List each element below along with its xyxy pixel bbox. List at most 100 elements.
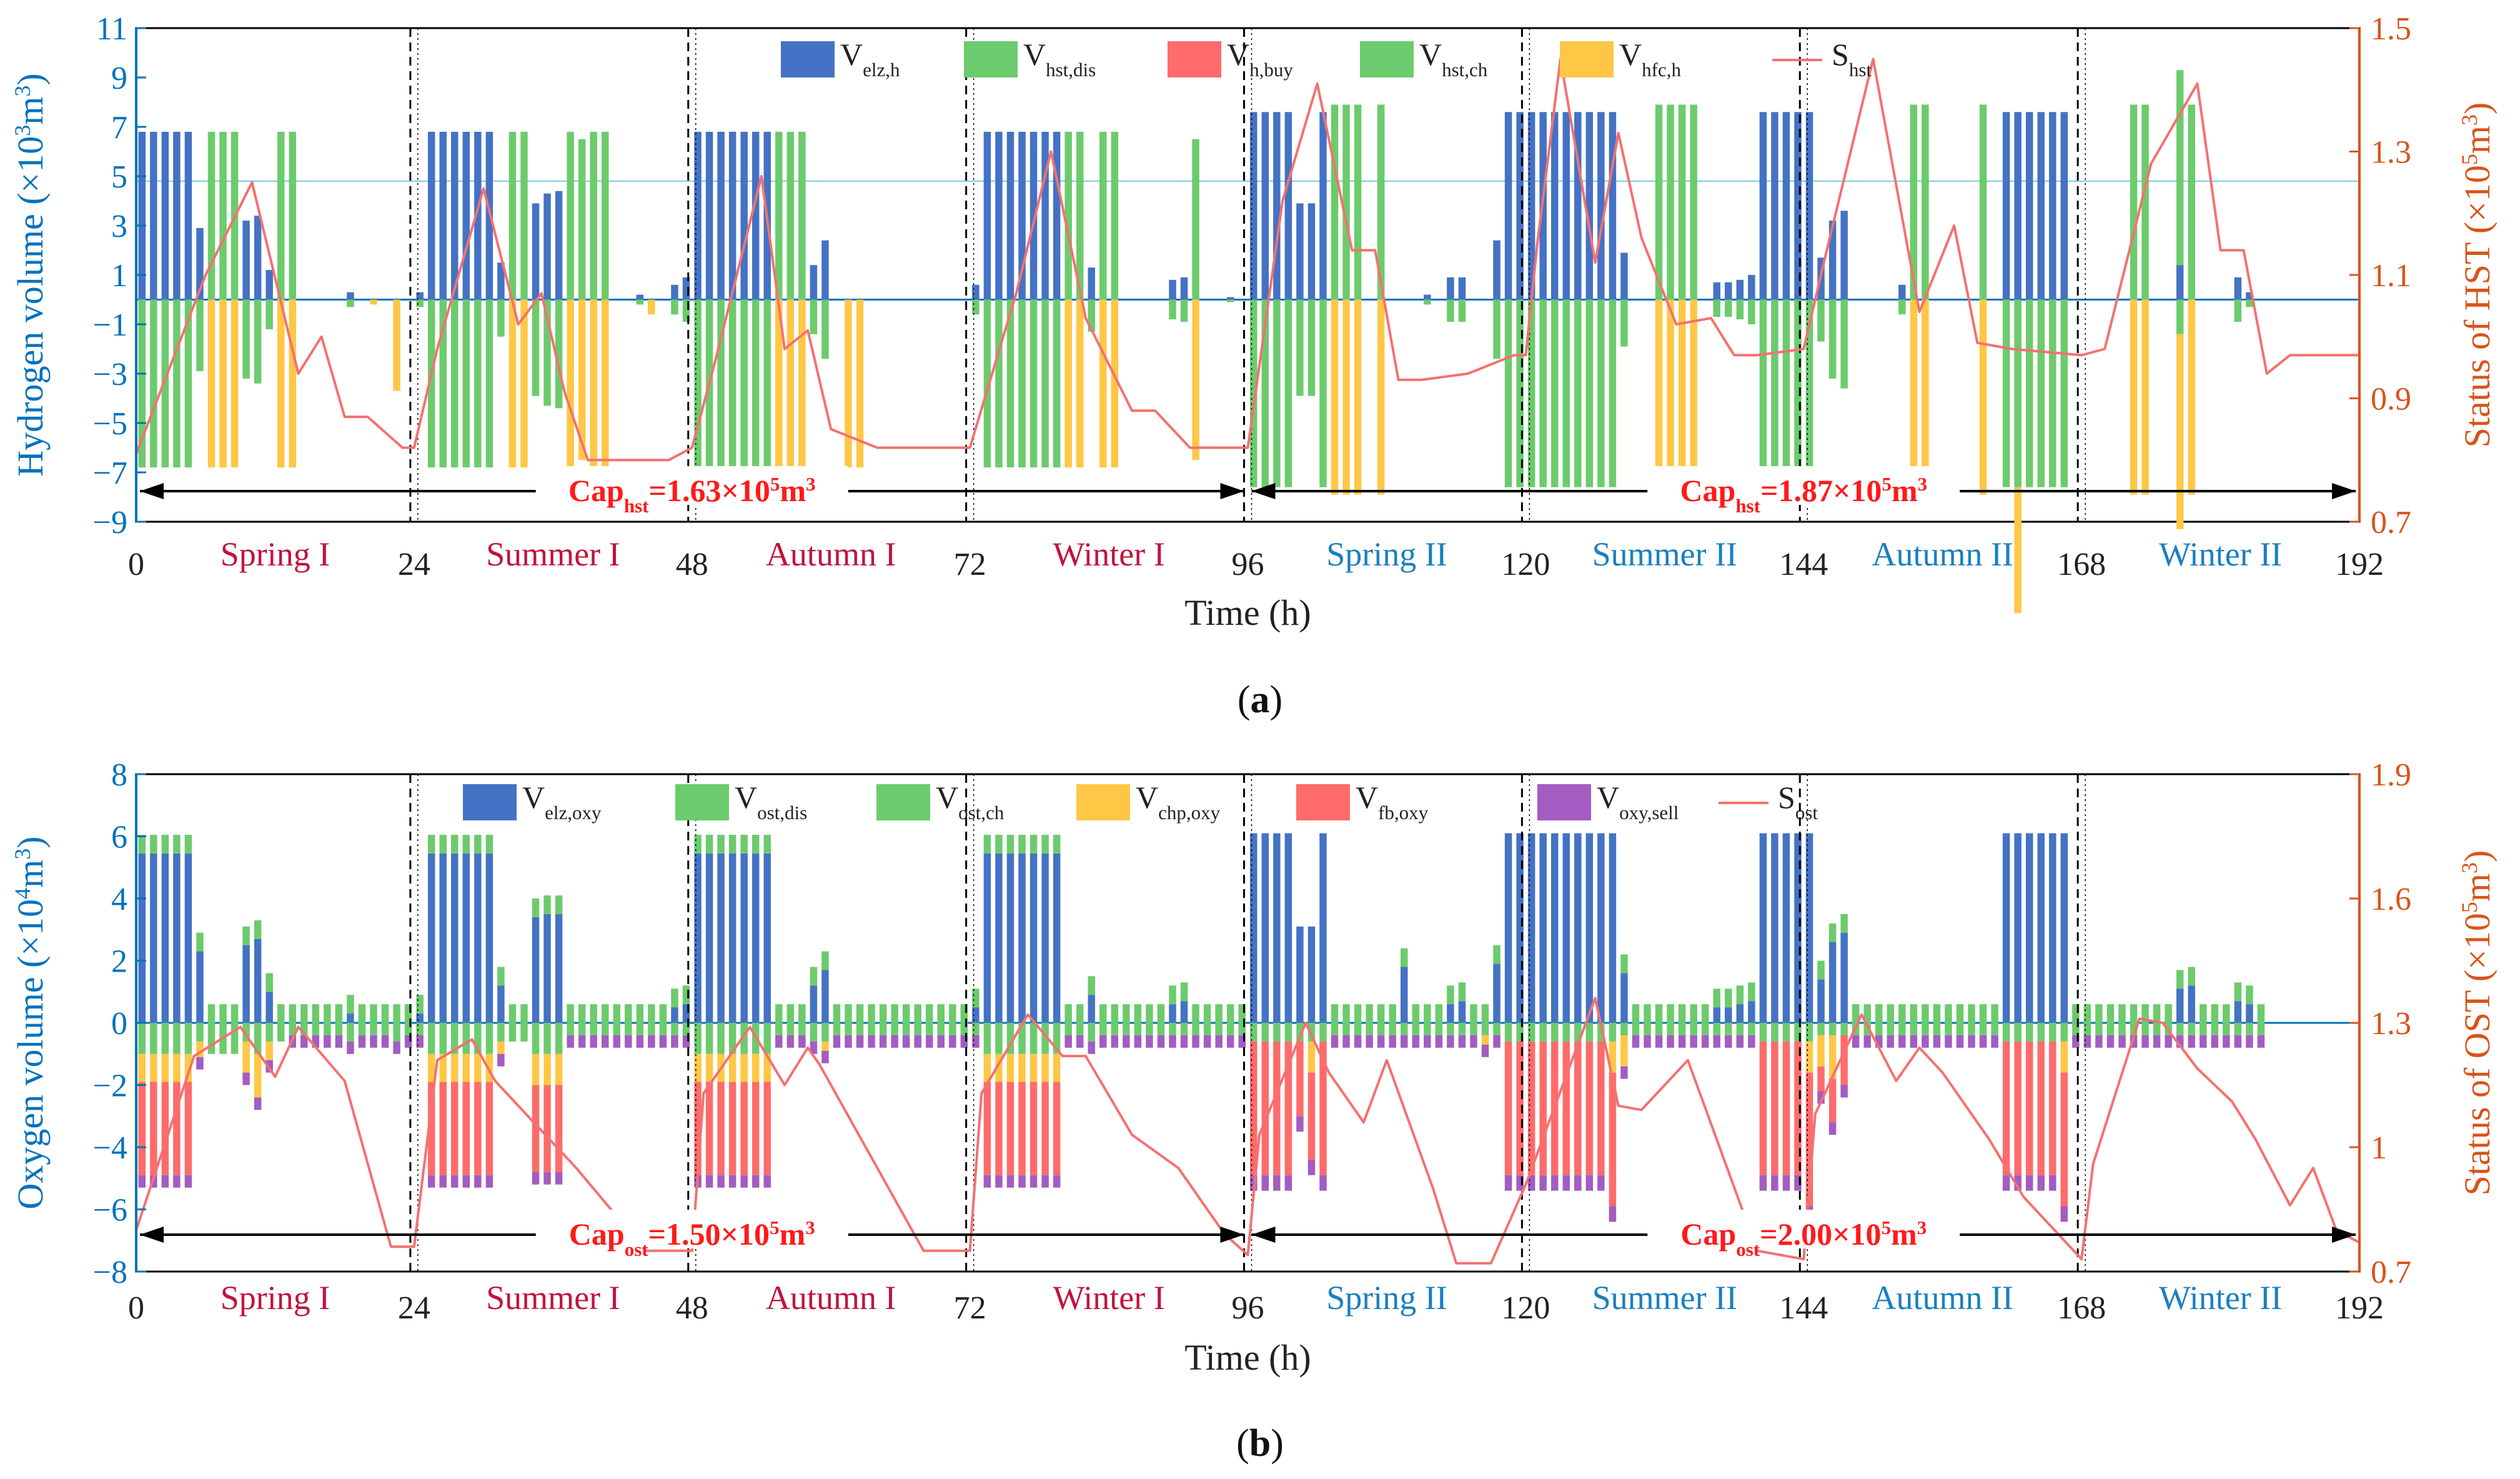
b-bar-Vchpoxy-0 xyxy=(138,1053,146,1082)
b-bar-Vfboxy-166 xyxy=(2060,1072,2068,1207)
b-y-tick-label-0: 0 xyxy=(111,1006,127,1042)
b-bar-Vfboxy-53 xyxy=(752,1082,760,1175)
b-bar-Voxysell-28 xyxy=(462,1175,470,1188)
a-y-tick-label--3: −3 xyxy=(93,357,127,392)
a-season-label-7: Winter II xyxy=(2159,535,2282,573)
b-bar-Vchpoxy-77 xyxy=(1029,1053,1038,1082)
a-bar-Vhstch-117 xyxy=(1493,299,1501,359)
b-bar-Vostch-73 xyxy=(983,835,991,854)
b-bar-Vostch-89 xyxy=(1169,985,1176,1005)
b-bar-Voxysell-99 xyxy=(1284,1175,1292,1191)
panel-a-status-line xyxy=(135,57,2359,462)
b-bar-Vostdis-98 xyxy=(1273,1023,1281,1042)
a-bar-Vhstch-73 xyxy=(983,299,991,468)
b-bar-Voxysell-23 xyxy=(404,1035,412,1048)
b-bar-Vostdis-135 xyxy=(1701,1023,1709,1035)
b-bar-Voxysell-129 xyxy=(1632,1035,1640,1048)
b-bar-Velzoxy-24 xyxy=(416,1013,424,1023)
b-bar-Vostdis-12 xyxy=(277,1023,285,1042)
b-bar-Voxysell-71 xyxy=(960,1035,968,1048)
b-bar-Vostdis-126 xyxy=(1597,1023,1605,1042)
b-bar-Vostch-107 xyxy=(1377,1004,1385,1023)
a-bar-Velzh-146 xyxy=(1828,221,1837,300)
b-bar-Vostdis-174 xyxy=(2153,1023,2161,1035)
b-bar-Vostch-0 xyxy=(138,835,146,854)
b-bar-Vostch-61 xyxy=(845,1004,852,1023)
a-bar-Vhstch-122 xyxy=(1550,299,1559,487)
b-bar-Vostch-66 xyxy=(902,1004,910,1023)
a-bar-Vhstch-166 xyxy=(2060,299,2068,487)
b-bar-Vostch-26 xyxy=(439,835,447,854)
b-bar-Vostdis-109 xyxy=(1400,1023,1408,1035)
b-bar-Vostdis-26 xyxy=(439,1023,447,1054)
b-bar-Voxysell-15 xyxy=(312,1035,320,1048)
b-bar-Vostdis-107 xyxy=(1377,1023,1385,1035)
b-season-label-7: Winter II xyxy=(2159,1279,2282,1317)
b-bar-Velzoxy-142 xyxy=(1782,833,1790,1023)
b-bar-Vostch-60 xyxy=(833,1004,841,1023)
b-y-tick-label-6: 6 xyxy=(111,820,127,855)
a-bar-Vhstch-78 xyxy=(1041,299,1049,468)
a-bar-Velzh-165 xyxy=(2049,112,2056,300)
b-bar-Voxysell-175 xyxy=(2165,1035,2172,1048)
b-bar-Vostch-131 xyxy=(1655,1004,1663,1023)
b-bar-Vostdis-57 xyxy=(798,1023,806,1035)
a-bar-Velzh-26 xyxy=(439,131,447,300)
a-bar-Vhstch-102 xyxy=(1319,299,1327,487)
a-bar-Velzh-117 xyxy=(1493,240,1501,300)
a-bar-Velzh-58 xyxy=(810,265,818,300)
b-bar-Vchpoxy-51 xyxy=(728,1053,737,1082)
b-bar-Vostch-160 xyxy=(1991,1004,1998,1023)
b-bar-Vostdis-8 xyxy=(231,1023,239,1054)
b-bar-Vostch-78 xyxy=(1041,835,1049,854)
a-bar-Vhstch-121 xyxy=(1539,299,1547,487)
a-season-label-4: Spring II xyxy=(1326,535,1447,573)
b-bar-Vostch-27 xyxy=(451,835,459,854)
b-bar-Vchpoxy-76 xyxy=(1018,1053,1026,1082)
b-bar-Vchpoxy-166 xyxy=(2060,1041,2068,1073)
a-bar-Vhstch-18 xyxy=(347,299,354,307)
b-bar-Velzoxy-113 xyxy=(1447,1004,1454,1023)
b-bar-Voxysell-49 xyxy=(705,1175,713,1188)
b-bar-Velzoxy-120 xyxy=(1527,833,1535,1023)
b-bar-Velzoxy-123 xyxy=(1562,833,1570,1023)
b-bar-Voxysell-58 xyxy=(810,1041,818,1054)
a-bar-Velzh-50 xyxy=(717,131,725,300)
b-bar-Vostdis-183 xyxy=(2257,1023,2265,1035)
a-bar-Vhstdis-172 xyxy=(2130,104,2138,300)
panel-b-capacity-annotations: Capost=1.50×105m3 Capost=2.00×105m3 xyxy=(140,1210,2356,1260)
b-bar-Voxysell-47 xyxy=(682,1035,690,1048)
a-bar-Velzh-113 xyxy=(1447,277,1454,300)
b-bar-Voxysell-16 xyxy=(324,1035,331,1048)
a-bar-Vhstch-100 xyxy=(1296,299,1304,396)
a-bar-Velzh-114 xyxy=(1458,277,1466,300)
b-bar-Voxysell-105 xyxy=(1354,1035,1362,1048)
b-bar-Vostch-85 xyxy=(1123,1004,1130,1023)
b-bar-Voxysell-98 xyxy=(1273,1175,1281,1191)
b-annot-text-0: Capost=1.50×105m3 xyxy=(569,1217,815,1260)
b-bar-Vostdis-127 xyxy=(1609,1023,1617,1042)
b-bar-Velzoxy-78 xyxy=(1041,853,1049,1023)
a-bar-Vhstch-181 xyxy=(2234,299,2242,322)
b-bar-Vostch-47 xyxy=(682,985,690,1005)
a-bar-Velzh-51 xyxy=(728,131,737,300)
b-bar-Vostch-75 xyxy=(1006,835,1014,854)
b-bar-Vostdis-97 xyxy=(1261,1023,1269,1042)
b-bar-Voxysell-25 xyxy=(427,1175,435,1188)
b-bar-Velzoxy-127 xyxy=(1609,833,1617,1023)
b-bar-Velzoxy-182 xyxy=(2246,1004,2253,1023)
b-bar-Voxysell-145 xyxy=(1817,1091,1825,1104)
b-bar-Vostdis-158 xyxy=(1968,1023,1975,1035)
b-legend-swatch-5 xyxy=(1537,784,1591,820)
b-bar-Vfboxy-163 xyxy=(2025,1041,2033,1175)
b-bar-Vchpoxy-52 xyxy=(740,1053,748,1082)
a-bar-Vhstch-74 xyxy=(995,299,1003,468)
b-bar-Velzoxy-140 xyxy=(1759,833,1767,1023)
b-bar-Vchpoxy-73 xyxy=(983,1053,991,1082)
b-bar-Voxysell-141 xyxy=(1771,1175,1778,1191)
a-bar-Vhstch-89 xyxy=(1169,299,1176,320)
b-bar-Vostdis-77 xyxy=(1029,1023,1038,1054)
b-bar-Vostch-38 xyxy=(578,1004,586,1023)
a-bar-Vhfch-84 xyxy=(1111,299,1119,468)
b-x-tick-label-24: 24 xyxy=(398,1290,430,1326)
